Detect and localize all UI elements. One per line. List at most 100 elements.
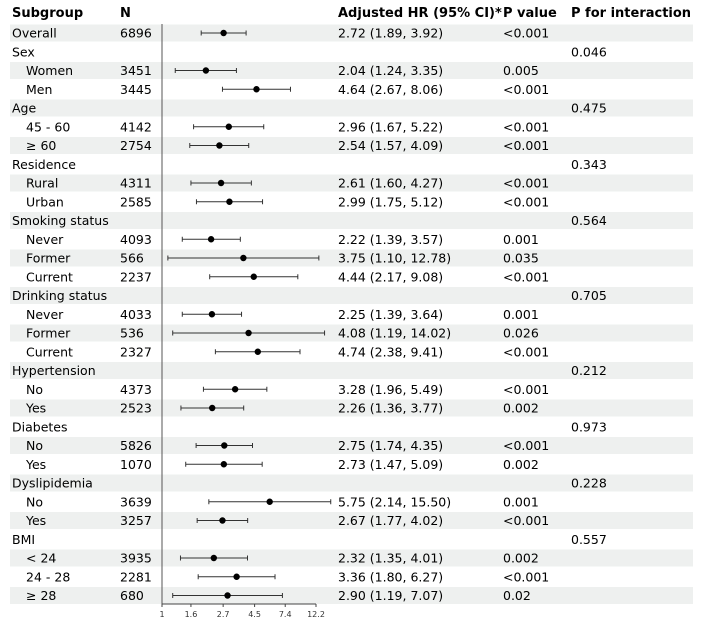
hr-ci-text: 3.28 (1.96, 5.49) — [338, 382, 443, 397]
row-band — [10, 512, 693, 529]
hr-point — [240, 254, 247, 262]
n-value: 3935 — [120, 551, 152, 566]
p-value: <0.001 — [503, 344, 549, 359]
n-value: 4373 — [120, 382, 152, 397]
header-subgroup: Subgroup — [12, 6, 83, 21]
row-band — [10, 62, 693, 79]
hr-point — [207, 236, 215, 243]
group-label: Residence — [12, 157, 76, 172]
hr-ci-text: 2.22 (1.39, 3.57) — [338, 232, 443, 247]
hr-point — [253, 86, 260, 93]
subgroup-label: Yes — [25, 401, 46, 416]
p-value: <0.001 — [503, 138, 549, 153]
hr-ci-text: 4.44 (2.17, 9.08) — [338, 269, 443, 284]
hr-point — [266, 498, 273, 505]
subgroup-label: Former — [26, 326, 71, 341]
p-interaction-value: 0.228 — [571, 476, 607, 491]
subgroup-label: Former — [26, 251, 71, 266]
group-label: Overall — [12, 26, 57, 41]
n-value: 2327 — [120, 344, 152, 359]
p-value: <0.001 — [503, 382, 549, 397]
n-value: 3257 — [120, 513, 152, 528]
n-value: 4093 — [120, 232, 152, 247]
hr-point — [231, 386, 239, 393]
row-band — [10, 399, 693, 417]
hr-point — [233, 573, 240, 580]
hr-ci-text: 2.54 (1.57, 4.09) — [338, 138, 443, 153]
p-value: 0.001 — [503, 307, 539, 322]
subgroup-label: ≥ 28 — [26, 588, 56, 603]
hr-ci-text: 4.64 (2.67, 8.06) — [338, 82, 443, 97]
x-tick-label: 7.4 — [279, 610, 292, 619]
n-value: 566 — [120, 251, 144, 266]
hr-point — [210, 554, 218, 562]
subgroup-label: Yes — [25, 457, 46, 472]
hr-point — [202, 67, 210, 74]
group-label: Smoking status — [12, 213, 109, 228]
p-value: 0.001 — [503, 232, 539, 247]
n-value: 2754 — [120, 138, 152, 153]
p-value: <0.001 — [503, 513, 549, 528]
subgroup-label: ≥ 60 — [26, 138, 56, 153]
hr-ci-text: 2.61 (1.60, 4.27) — [338, 176, 443, 191]
n-value: 536 — [120, 326, 144, 341]
subgroup-label: < 24 — [26, 551, 56, 566]
row-band — [10, 174, 693, 192]
row-band — [10, 549, 693, 567]
p-value: <0.001 — [503, 194, 549, 209]
hr-point — [226, 198, 233, 205]
p-value: 0.002 — [503, 457, 539, 472]
p-value: <0.001 — [503, 569, 549, 584]
hr-ci-text: 2.90 (1.19, 7.07) — [338, 588, 443, 603]
p-value: 0.026 — [503, 326, 539, 341]
group-label: BMI — [12, 532, 35, 547]
row-band — [10, 287, 693, 304]
row-band — [10, 437, 693, 454]
subgroup-label: Current — [26, 344, 73, 359]
subgroup-label: No — [26, 382, 43, 397]
row-band — [10, 137, 693, 154]
n-value: 3445 — [120, 82, 152, 97]
n-value: 2237 — [120, 269, 152, 284]
group-label: Age — [12, 101, 36, 116]
group-label: Sex — [12, 44, 35, 59]
p-value: 0.02 — [503, 588, 531, 603]
n-value: 2523 — [120, 401, 152, 416]
hr-ci-text: 2.25 (1.39, 3.64) — [338, 307, 443, 322]
hr-ci-text: 4.74 (2.38, 9.41) — [338, 344, 443, 359]
p-value: <0.001 — [503, 269, 549, 284]
n-value: 1070 — [120, 457, 152, 472]
hr-point — [208, 311, 216, 318]
row-band — [10, 324, 693, 342]
p-value: 0.035 — [503, 251, 539, 266]
x-tick-label: 2.7 — [217, 610, 230, 619]
n-value: 3451 — [120, 63, 152, 78]
subgroup-label: 24 - 28 — [26, 569, 70, 584]
subgroup-label: Current — [26, 269, 73, 284]
p-value: <0.001 — [503, 176, 549, 191]
p-value: 0.002 — [503, 551, 539, 566]
n-value: 2281 — [120, 569, 152, 584]
x-tick-label: 1.6 — [185, 610, 198, 619]
hr-point — [220, 461, 228, 468]
subgroup-label: 45 - 60 — [26, 119, 70, 134]
p-interaction-value: 0.212 — [571, 363, 607, 378]
x-tick-label: 1 — [159, 610, 164, 619]
group-label: Drinking status — [12, 288, 107, 303]
column-headers: Subgroup N Adjusted HR (95% CI)* P value… — [12, 6, 691, 21]
hr-ci-text: 2.26 (1.36, 3.77) — [338, 401, 443, 416]
hr-point — [250, 273, 257, 280]
hr-point — [219, 517, 226, 524]
x-tick-label: 4.5 — [248, 610, 261, 619]
row-band — [10, 587, 693, 604]
subgroup-label: Men — [26, 82, 52, 97]
hr-point — [220, 29, 227, 37]
subgroup-label: Yes — [25, 513, 46, 528]
group-label: Dyslipidemia — [12, 476, 93, 491]
row-band — [10, 362, 693, 379]
hr-ci-text: 2.73 (1.47, 5.09) — [338, 457, 443, 472]
hr-ci-text: 2.72 (1.89, 3.92) — [338, 26, 443, 41]
row-band — [10, 212, 693, 229]
plot-marks — [167, 29, 332, 599]
